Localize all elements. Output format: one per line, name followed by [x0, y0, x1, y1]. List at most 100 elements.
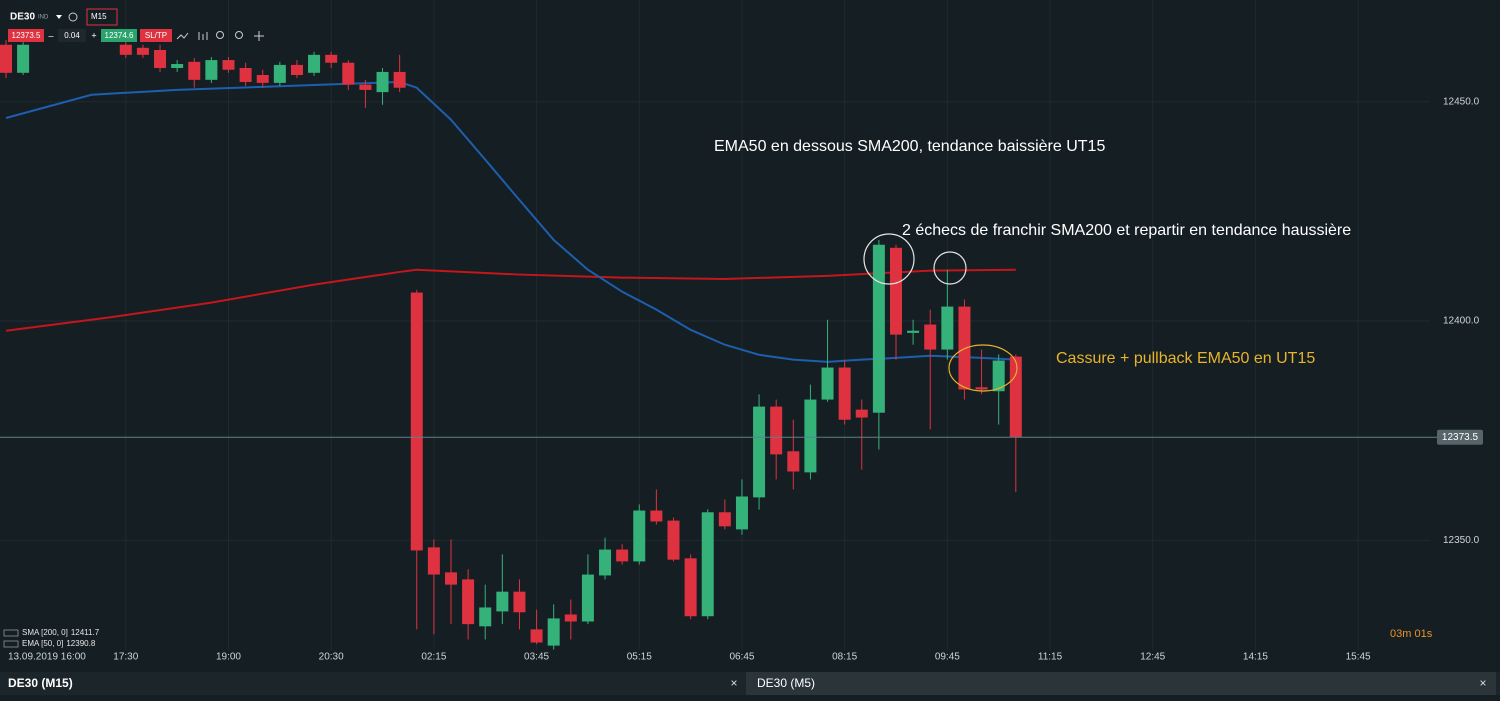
lot-minus[interactable]: –	[48, 30, 53, 40]
x-tick-label: 06:45	[729, 652, 754, 663]
sell-button[interactable]	[8, 29, 44, 42]
tab-close[interactable]: ×	[1479, 676, 1486, 690]
x-tick-label: 03:45	[524, 652, 549, 663]
tab-active[interactable]	[746, 672, 1496, 695]
market: IND	[38, 15, 49, 21]
candle-body	[787, 451, 800, 472]
candle-body	[325, 54, 338, 63]
annotation: EMA50 en dessous SMA200, tendance baissi…	[714, 138, 1105, 155]
annotation: 2 échecs de franchir SMA200 et repartir …	[902, 222, 1351, 239]
lot-box[interactable]	[58, 29, 86, 42]
candle-body	[205, 60, 218, 80]
current-price-box	[1437, 429, 1483, 445]
candle-body	[290, 64, 303, 75]
candle-body	[444, 572, 457, 585]
info-icon[interactable]	[68, 12, 78, 22]
moving-average-line	[5, 268, 1016, 332]
timeframe-box[interactable]	[86, 8, 118, 26]
legend-value: 12390.8	[66, 639, 95, 648]
legend-value: 12411.7	[71, 628, 100, 637]
legend-icon	[3, 629, 19, 637]
move-icon[interactable]	[254, 31, 264, 41]
y-tick-label: 12450.0	[1443, 96, 1480, 107]
legend-icon	[3, 640, 19, 648]
candle-body	[889, 247, 902, 335]
x-tick-label: 20:30	[319, 652, 344, 663]
buy-button[interactable]	[101, 29, 137, 42]
candle-body	[513, 591, 526, 613]
candle-body	[479, 607, 492, 627]
candle-body	[581, 574, 594, 622]
y-tick-label: 12350.0	[1443, 535, 1480, 546]
x-tick-label: 17:30	[113, 652, 138, 663]
sell-price[interactable]: 12373.5	[12, 31, 41, 40]
candle-body	[136, 47, 149, 55]
candle-body	[188, 61, 201, 80]
candle-body	[821, 367, 834, 400]
candle-body	[1009, 356, 1022, 438]
candle-body	[872, 244, 885, 413]
buy-price[interactable]: 12374.6	[105, 31, 134, 40]
candle-body	[393, 71, 406, 88]
x-tick-label: 02:15	[421, 652, 446, 663]
sltp[interactable]: SL/TP	[145, 31, 167, 40]
candle-body	[701, 512, 714, 617]
candle-body	[599, 549, 612, 576]
candle-body	[171, 64, 184, 68]
lot-plus[interactable]: +	[91, 30, 96, 40]
zoom-out-icon[interactable]	[216, 31, 224, 39]
tool-icon[interactable]	[198, 32, 208, 40]
candle-body	[855, 409, 868, 418]
candle-body	[753, 406, 766, 498]
candle-body	[427, 547, 440, 575]
highlight-ellipse	[948, 344, 1018, 392]
overlay: EMA50 en dessous SMA200, tendance baissi…	[714, 138, 1351, 392]
candle-body	[410, 292, 423, 551]
countdown: 03m 01s	[1390, 628, 1433, 640]
zoom-in-icon[interactable]	[235, 31, 243, 39]
x-tick-label: 13.09.2019 16:00	[8, 652, 86, 663]
x-tick-label: 11:15	[1038, 652, 1063, 663]
candle-body	[256, 75, 269, 83]
candle-body	[975, 387, 988, 390]
candle-body	[770, 406, 783, 455]
candle-body	[941, 306, 954, 350]
sltp-button[interactable]	[140, 29, 172, 42]
candle-body	[359, 84, 372, 90]
candle-body	[222, 60, 235, 70]
toolbar: DE30 IND M15 12373.5 – 0.04 + 12374.6 SL…	[8, 8, 264, 42]
highlight-circle	[863, 233, 915, 285]
x-tick-label: 12:45	[1140, 652, 1165, 663]
candle-body	[684, 558, 697, 617]
candle-body	[376, 71, 389, 93]
tab-label[interactable]: DE30 (M15)	[8, 676, 73, 690]
tab-label[interactable]: DE30 (M5)	[757, 676, 815, 690]
tab-close[interactable]: ×	[730, 676, 737, 690]
candle-body	[992, 360, 1005, 392]
x-tick-label: 08:15	[832, 652, 857, 663]
candle-body	[239, 67, 252, 83]
dropdown-icon	[56, 15, 62, 19]
candle-body	[907, 330, 920, 333]
moving-average-line	[5, 81, 1016, 363]
candle-body	[273, 64, 286, 83]
x-tick-label: 15:45	[1346, 652, 1371, 663]
candle-body	[667, 520, 680, 560]
annotation: Cassure + pullback EMA50 en UT15	[1056, 350, 1315, 367]
x-tick-label: 05:15	[627, 652, 652, 663]
timeframe[interactable]: M15	[91, 12, 107, 21]
candle-body	[838, 367, 851, 420]
candle-body	[735, 496, 748, 530]
candle-body	[650, 510, 663, 522]
highlight-circle	[933, 251, 967, 285]
symbol[interactable]: DE30	[10, 12, 35, 23]
candle-body	[17, 44, 30, 73]
legend-name: SMA [200, 0]	[22, 628, 68, 637]
tool-icon[interactable]	[176, 32, 189, 40]
candle-body	[119, 44, 132, 55]
lot[interactable]: 0.04	[64, 31, 80, 40]
